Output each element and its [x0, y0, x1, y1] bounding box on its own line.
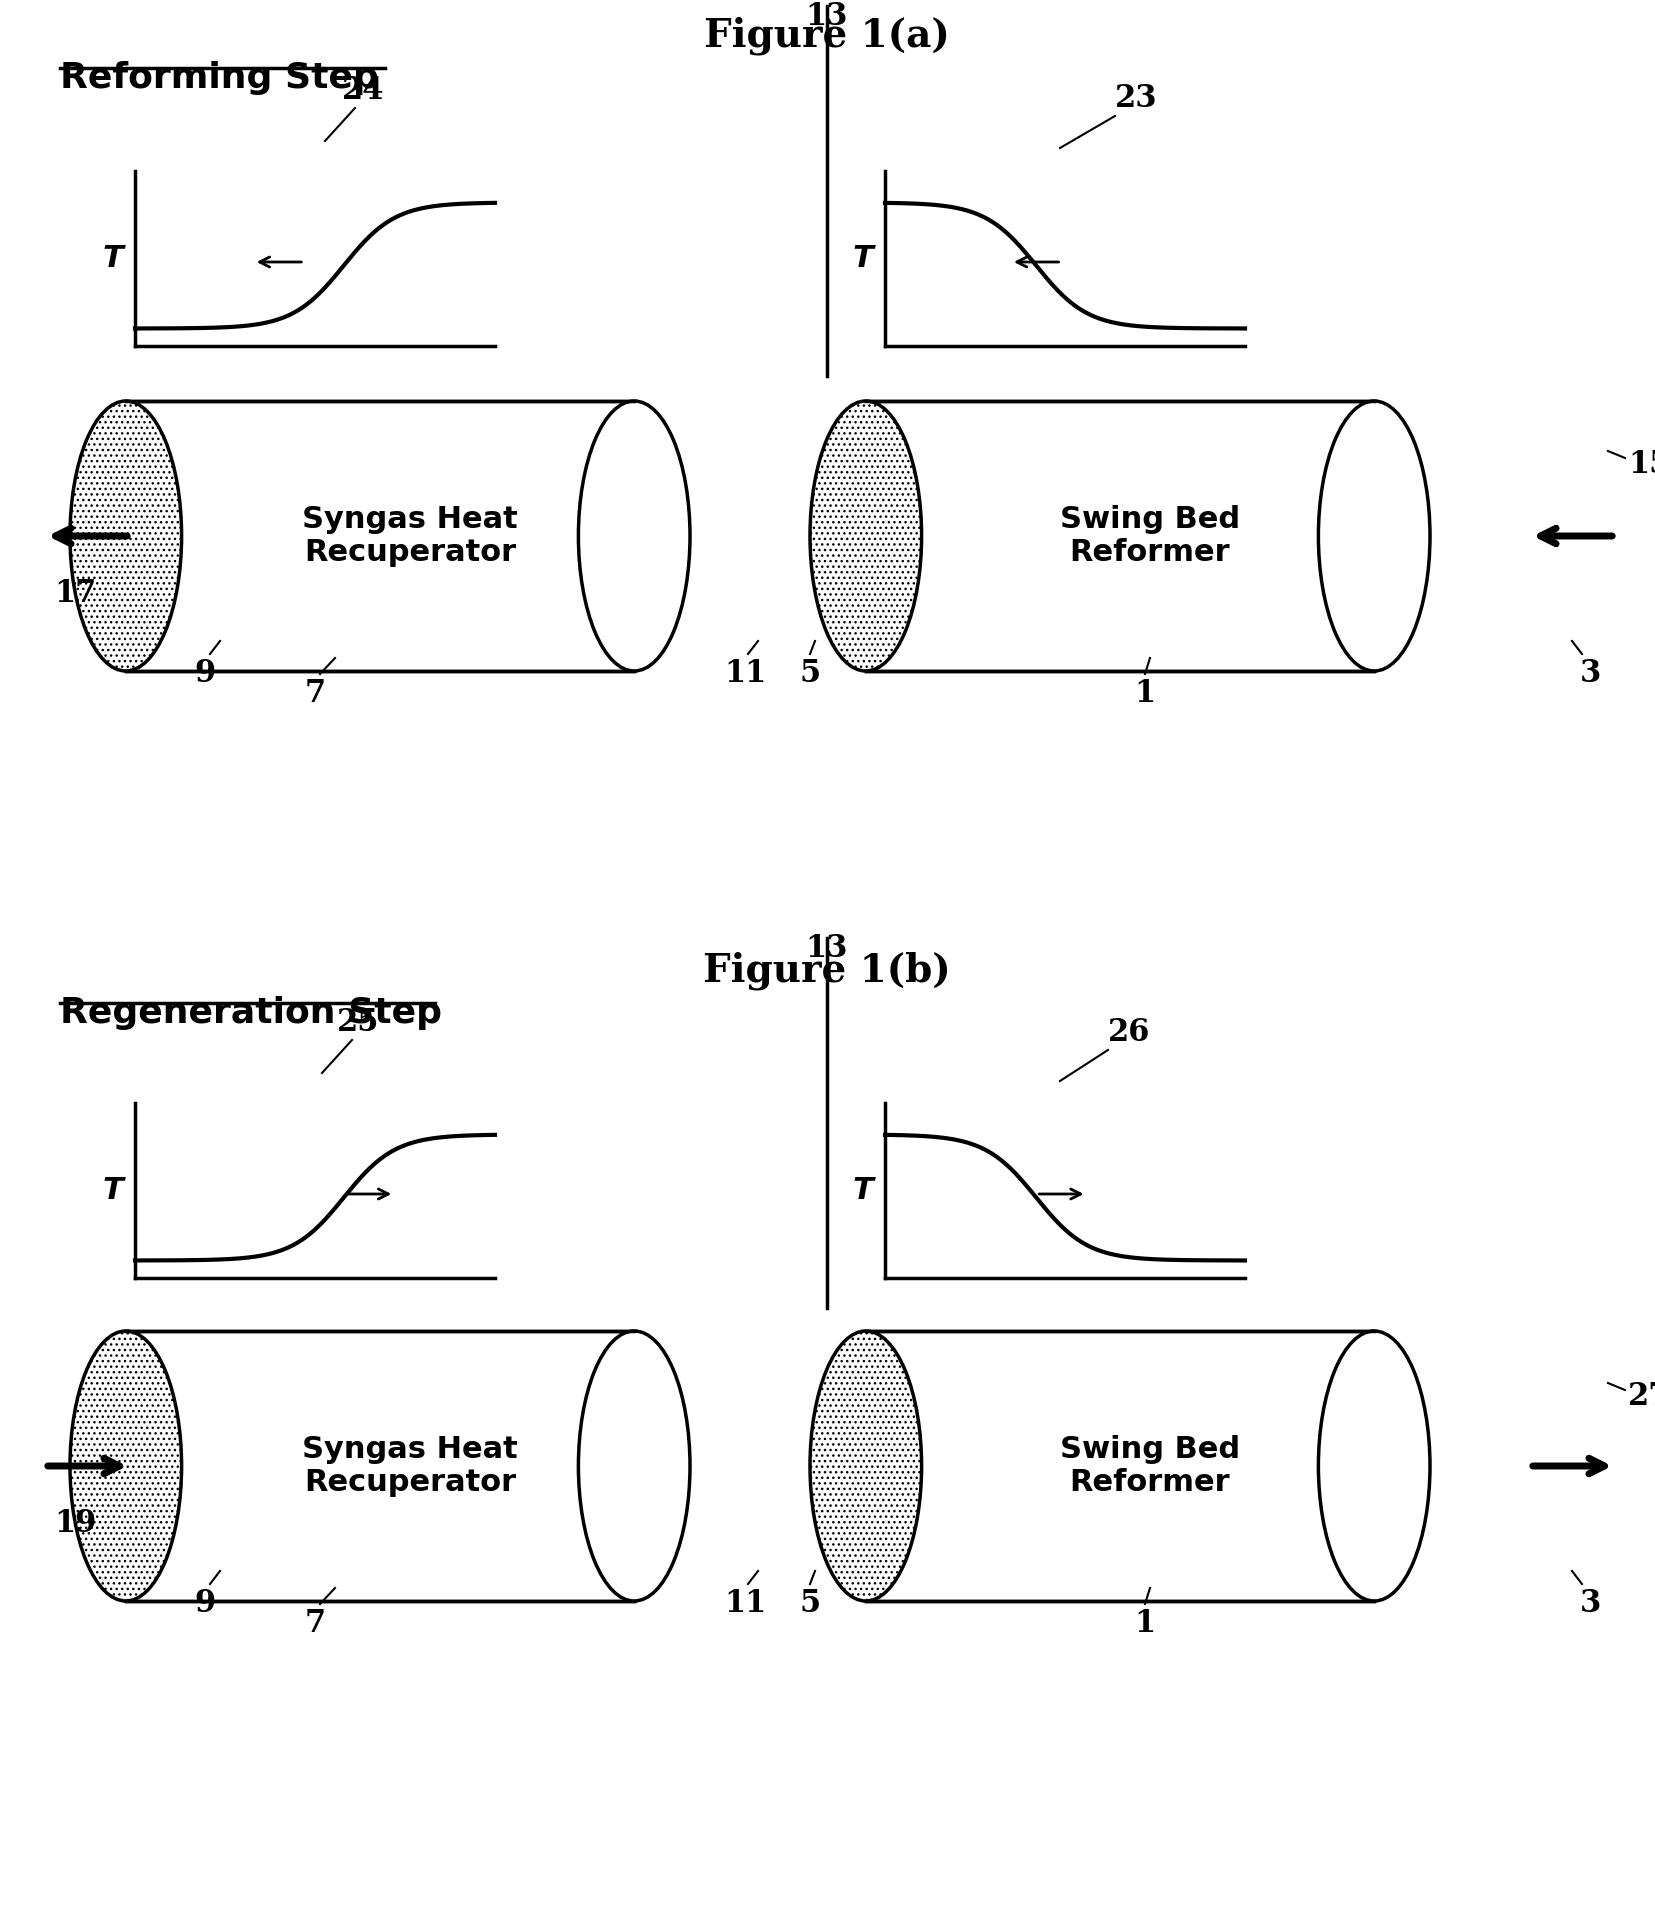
Text: 3: 3	[1579, 1589, 1600, 1620]
Text: T: T	[103, 1177, 124, 1206]
Text: 5: 5	[799, 659, 821, 690]
Polygon shape	[126, 1331, 634, 1601]
Text: T: T	[852, 1177, 874, 1206]
Text: 7: 7	[305, 678, 326, 709]
Text: Syngas Heat
Recuperator: Syngas Heat Recuperator	[303, 505, 518, 568]
Ellipse shape	[1319, 1331, 1430, 1601]
Text: 7: 7	[305, 1608, 326, 1639]
Ellipse shape	[578, 1331, 690, 1601]
Text: 1: 1	[1134, 678, 1155, 709]
Text: Reforming Step: Reforming Step	[60, 62, 379, 94]
Text: 19: 19	[55, 1508, 96, 1539]
Text: 9: 9	[194, 659, 215, 690]
Text: T: T	[852, 245, 874, 273]
Text: 24: 24	[341, 75, 384, 106]
Text: Swing Bed
Reformer: Swing Bed Reformer	[1059, 505, 1240, 568]
Text: Syngas Heat
Recuperator: Syngas Heat Recuperator	[303, 1435, 518, 1497]
Ellipse shape	[70, 1331, 182, 1601]
Text: 26: 26	[1107, 1017, 1150, 1048]
Text: 11: 11	[723, 659, 766, 690]
Text: Swing Bed
Reformer: Swing Bed Reformer	[1059, 1435, 1240, 1497]
Ellipse shape	[70, 401, 182, 670]
Text: 13: 13	[806, 932, 849, 965]
Text: 3: 3	[1579, 659, 1600, 690]
Text: 25: 25	[338, 1007, 379, 1038]
Ellipse shape	[1319, 401, 1430, 670]
Ellipse shape	[809, 1331, 922, 1601]
Ellipse shape	[578, 401, 690, 670]
Text: 15: 15	[1629, 449, 1655, 480]
Ellipse shape	[809, 401, 922, 670]
Polygon shape	[866, 1331, 1374, 1601]
Text: Figure 1(b): Figure 1(b)	[703, 951, 952, 990]
Text: 13: 13	[806, 2, 849, 33]
Text: Regeneration Step: Regeneration Step	[60, 996, 442, 1030]
Text: 11: 11	[723, 1589, 766, 1620]
Text: 1: 1	[1134, 1608, 1155, 1639]
Text: 17: 17	[55, 578, 96, 609]
Text: T: T	[103, 245, 124, 273]
Text: 5: 5	[799, 1589, 821, 1620]
Text: 27: 27	[1629, 1381, 1655, 1412]
Polygon shape	[126, 401, 634, 670]
Text: 23: 23	[1115, 83, 1157, 114]
Text: Figure 1(a): Figure 1(a)	[703, 15, 950, 54]
Text: 9: 9	[194, 1589, 215, 1620]
Polygon shape	[866, 401, 1374, 670]
